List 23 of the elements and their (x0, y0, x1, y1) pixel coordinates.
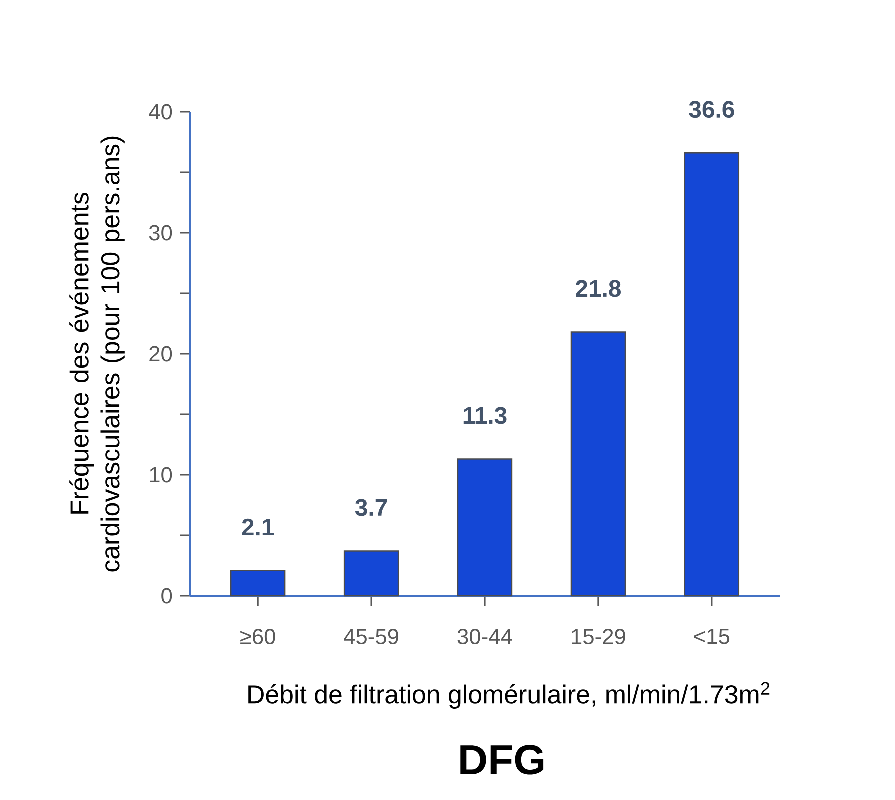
x-tick-label: 30-44 (458, 629, 512, 645)
data-label: 2.1 (242, 518, 274, 536)
x-tick-label: ≥60 (240, 629, 276, 645)
y-tick-label: 20 (150, 346, 172, 362)
x-axis-title: Débit de filtration glomérulaire, ml/min/1.73m$^{2}$ (248, 682, 770, 709)
data-label: 36.6 (689, 101, 734, 118)
bar (344, 550, 400, 597)
x-tick-label: 15-29 (572, 629, 626, 645)
y-tick-label: 0 (162, 588, 172, 604)
y-axis-title: Fréquence des événements cardiovasculaires (pour 100 pers.ans) (70, 136, 125, 572)
y-tick-label: 30 (149, 225, 172, 241)
bar (570, 332, 626, 597)
bar (230, 570, 286, 597)
y-tick-label: 10 (150, 467, 172, 483)
data-label: 21.8 (576, 280, 621, 298)
data-label: 3.7 (355, 499, 388, 516)
y-tick-label: 40 (149, 104, 172, 120)
x-tick-label: 45-59 (344, 629, 399, 645)
bar (457, 458, 513, 597)
bar (684, 152, 740, 597)
data-label: 11.3 (464, 407, 507, 424)
text: DFG (460, 745, 544, 775)
x-tick-label: <15 (694, 629, 730, 644)
